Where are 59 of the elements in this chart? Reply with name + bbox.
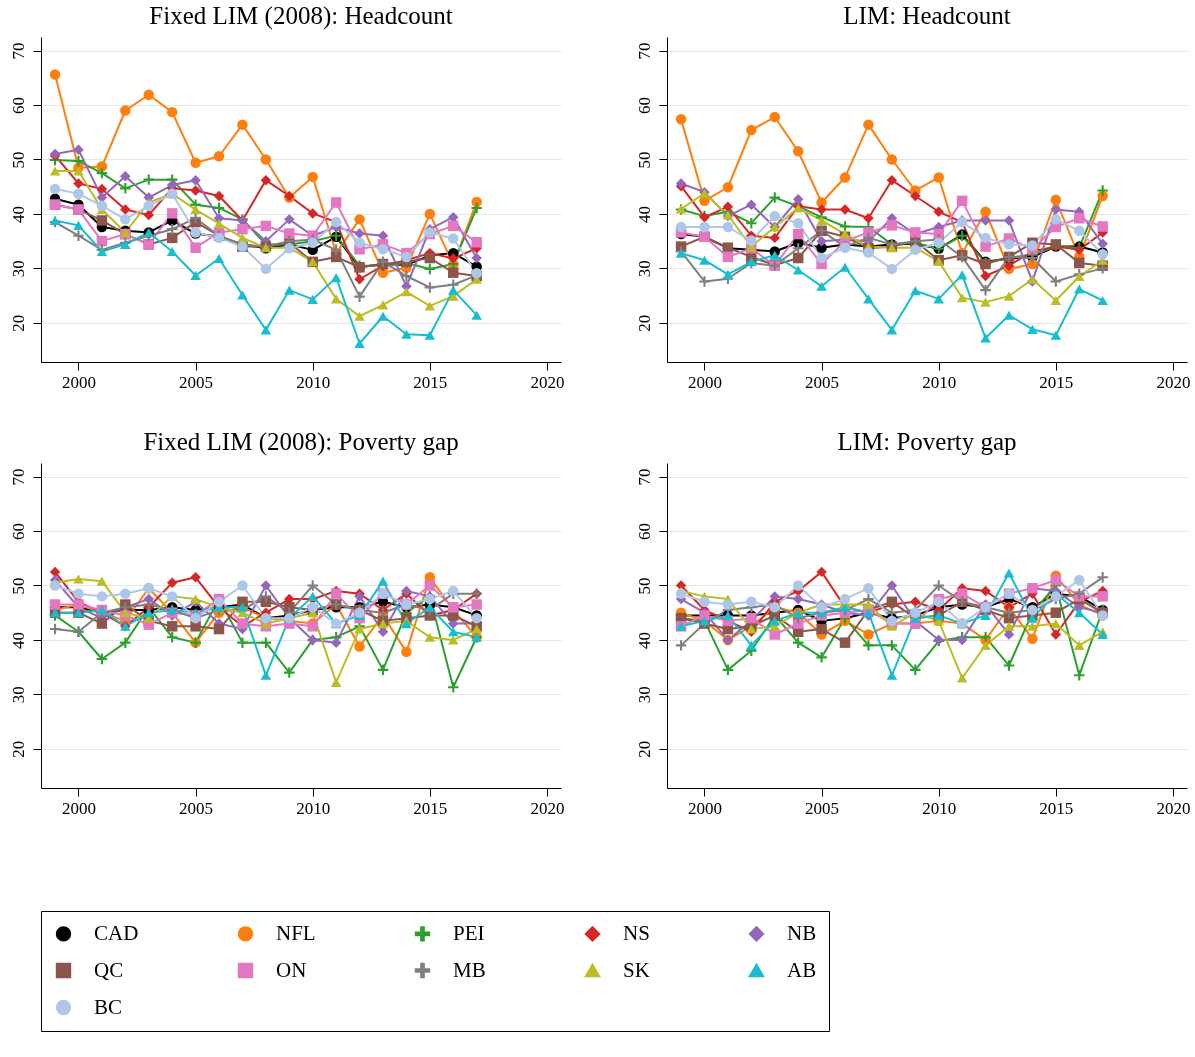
y-tick-label: 60 <box>8 523 28 541</box>
x-tick-label: 2010 <box>296 372 331 392</box>
y-tick-label: 50 <box>634 577 654 595</box>
x-tick-label: 2015 <box>413 798 448 818</box>
y-tick-label: 50 <box>634 151 654 169</box>
legend-label: CAD <box>94 920 139 945</box>
y-tick-label: 60 <box>8 97 28 115</box>
x-tick-label: 2000 <box>687 372 722 392</box>
legend-label: NS <box>623 920 650 945</box>
y-tick-label: 50 <box>8 577 28 595</box>
x-tick-label: 2015 <box>413 372 448 392</box>
y-tick-label: 50 <box>8 151 28 169</box>
legend-label: ON <box>276 957 307 982</box>
x-tick-label: 2005 <box>805 798 840 818</box>
y-tick-label: 40 <box>634 631 654 649</box>
x-tick-label: 2000 <box>687 798 722 818</box>
legend-label: NB <box>787 920 817 945</box>
y-tick-label: 40 <box>8 631 28 649</box>
x-tick-label: 2000 <box>61 798 96 818</box>
y-tick-label: 60 <box>634 97 654 115</box>
y-tick-label: 40 <box>634 205 654 223</box>
x-tick-label: 2010 <box>922 372 957 392</box>
x-tick-label: 2010 <box>296 798 331 818</box>
x-tick-label: 2015 <box>1039 372 1074 392</box>
x-tick-label: 2020 <box>530 372 565 392</box>
y-tick-label: 30 <box>8 686 28 704</box>
y-tick-label: 40 <box>8 205 28 223</box>
x-tick-label: 2010 <box>922 798 957 818</box>
y-tick-label: 70 <box>634 468 654 486</box>
legend-label: AB <box>787 957 817 982</box>
x-tick-label: 2005 <box>179 798 214 818</box>
x-tick-label: 2020 <box>530 798 565 818</box>
chart-title: LIM: Poverty gap <box>837 428 1017 455</box>
chart-title: LIM: Headcount <box>843 2 1011 29</box>
x-tick-label: 2020 <box>1156 372 1191 392</box>
x-tick-label: 2000 <box>61 372 96 392</box>
legend-label: SK <box>623 957 650 982</box>
chart-title: Fixed LIM (2008): Poverty gap <box>143 428 459 456</box>
y-tick-label: 70 <box>8 42 28 60</box>
x-tick-label: 2020 <box>1156 798 1191 818</box>
y-tick-label: 20 <box>634 314 654 332</box>
y-tick-label: 70 <box>8 468 28 486</box>
chart-title: Fixed LIM (2008): Headcount <box>149 2 453 30</box>
x-tick-label: 2005 <box>179 372 214 392</box>
y-tick-label: 20 <box>634 740 654 758</box>
y-tick-label: 20 <box>8 740 28 758</box>
x-tick-label: 2005 <box>805 372 840 392</box>
y-tick-label: 30 <box>634 260 654 278</box>
legend-label: NFL <box>276 920 316 945</box>
legend-label: QC <box>94 957 124 982</box>
x-tick-label: 2015 <box>1039 798 1074 818</box>
y-tick-label: 20 <box>8 314 28 332</box>
legend-label: BC <box>94 994 123 1019</box>
y-tick-label: 70 <box>634 42 654 60</box>
legend-label: MB <box>453 957 486 982</box>
y-tick-label: 30 <box>8 260 28 278</box>
y-tick-label: 30 <box>634 686 654 704</box>
legend-label: PEI <box>453 920 485 945</box>
y-tick-label: 60 <box>634 523 654 541</box>
